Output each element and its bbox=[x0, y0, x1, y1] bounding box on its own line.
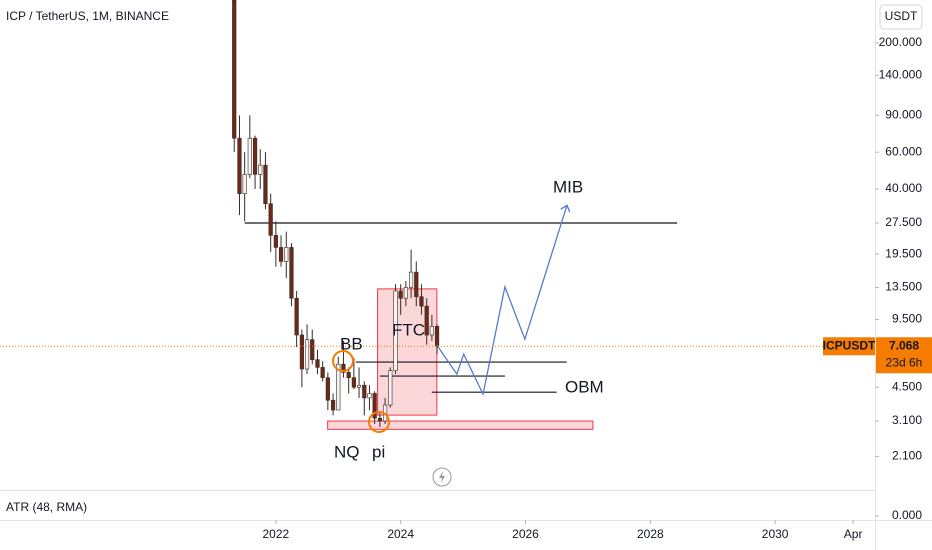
x-tick-label: 2030 bbox=[762, 527, 789, 541]
indicator-tick-label: 0.000 bbox=[892, 508, 922, 522]
candle-body bbox=[284, 247, 289, 262]
price-label: 7.068 bbox=[889, 338, 919, 352]
candle-body bbox=[273, 235, 278, 248]
annotation: pi bbox=[372, 442, 385, 461]
x-tick-label: 2028 bbox=[637, 527, 664, 541]
y-tick-label: 40.000 bbox=[885, 181, 922, 195]
candle-body bbox=[315, 359, 320, 368]
x-tick-label: 2026 bbox=[512, 527, 539, 541]
candle-body bbox=[289, 247, 294, 299]
currency[interactable]: USDT bbox=[885, 9, 918, 23]
annotation: MIB bbox=[553, 177, 583, 196]
candle-body bbox=[294, 297, 299, 336]
candle-body bbox=[310, 339, 315, 360]
y-tick-label: 19.500 bbox=[885, 246, 922, 260]
candle-body bbox=[409, 271, 414, 288]
y-tick-label: 13.500 bbox=[885, 280, 922, 294]
zone bbox=[327, 420, 594, 430]
candle-body bbox=[232, 0, 237, 139]
candle-body bbox=[247, 137, 252, 175]
price-label-bg bbox=[876, 337, 932, 374]
y-tick-label: 140.000 bbox=[879, 67, 923, 81]
candle-body bbox=[237, 137, 242, 194]
candle-body bbox=[325, 377, 330, 401]
y-tick-label: 60.000 bbox=[885, 144, 922, 158]
chart-title: ICP / TetherUS, 1M, BINANCE bbox=[6, 9, 169, 23]
countdown-label: 23d 6h bbox=[886, 355, 923, 369]
candle-body bbox=[336, 363, 341, 411]
y-tick-label: 200.000 bbox=[879, 35, 923, 49]
marker-circle bbox=[332, 350, 354, 372]
candle-body bbox=[377, 417, 382, 422]
x-tick-label: 2022 bbox=[263, 527, 290, 541]
candle-body bbox=[268, 203, 273, 236]
candle-body bbox=[304, 339, 310, 370]
candle-body bbox=[424, 305, 429, 336]
candle-body bbox=[320, 367, 325, 378]
y-tick-label: 9.500 bbox=[892, 312, 922, 326]
candle-body bbox=[434, 326, 440, 347]
candle-body bbox=[351, 377, 356, 388]
candle-body bbox=[414, 271, 419, 298]
annotation: NQ bbox=[334, 442, 360, 461]
candle-body bbox=[242, 174, 247, 194]
indicator-label: ATR (48, RMA) bbox=[6, 500, 87, 514]
x-tick-label: 2024 bbox=[387, 527, 414, 541]
lightning-glyph bbox=[439, 471, 445, 483]
candle-body bbox=[388, 370, 393, 406]
annotation: OBM bbox=[565, 377, 604, 396]
candle-body bbox=[419, 296, 424, 307]
symbol-label: ICPUSDT bbox=[823, 338, 876, 352]
candle-body bbox=[356, 384, 362, 388]
y-tick-label: 4.500 bbox=[892, 379, 922, 393]
candle-body bbox=[263, 164, 268, 205]
price-pane bbox=[232, 0, 678, 430]
marker-circle bbox=[368, 411, 390, 433]
candle-body bbox=[403, 287, 408, 299]
candle-body bbox=[252, 137, 258, 175]
candle-body bbox=[278, 247, 284, 262]
candle-body bbox=[398, 290, 403, 299]
annotation: FTC bbox=[392, 320, 425, 339]
y-tick-label: 2.100 bbox=[892, 449, 922, 463]
candle-body bbox=[372, 393, 377, 419]
currency-button[interactable] bbox=[879, 4, 923, 30]
candle-body bbox=[429, 326, 434, 336]
candle-body bbox=[362, 384, 367, 399]
symbol-label-bg bbox=[823, 337, 875, 356]
y-tick-label: 90.000 bbox=[885, 108, 922, 122]
candle-body bbox=[346, 372, 351, 378]
y-tick-label: 3.100 bbox=[892, 413, 922, 427]
x-tick-label: Apr bbox=[844, 527, 863, 541]
candle-body bbox=[341, 363, 346, 373]
candle-body bbox=[258, 164, 263, 175]
y-tick-label: 27.500 bbox=[885, 215, 922, 229]
candle-body bbox=[393, 290, 398, 371]
annotation: BB bbox=[340, 334, 363, 353]
projection-path bbox=[436, 206, 567, 397]
candle-body bbox=[367, 393, 372, 399]
candle-body bbox=[299, 334, 304, 370]
candle-body bbox=[330, 399, 336, 411]
